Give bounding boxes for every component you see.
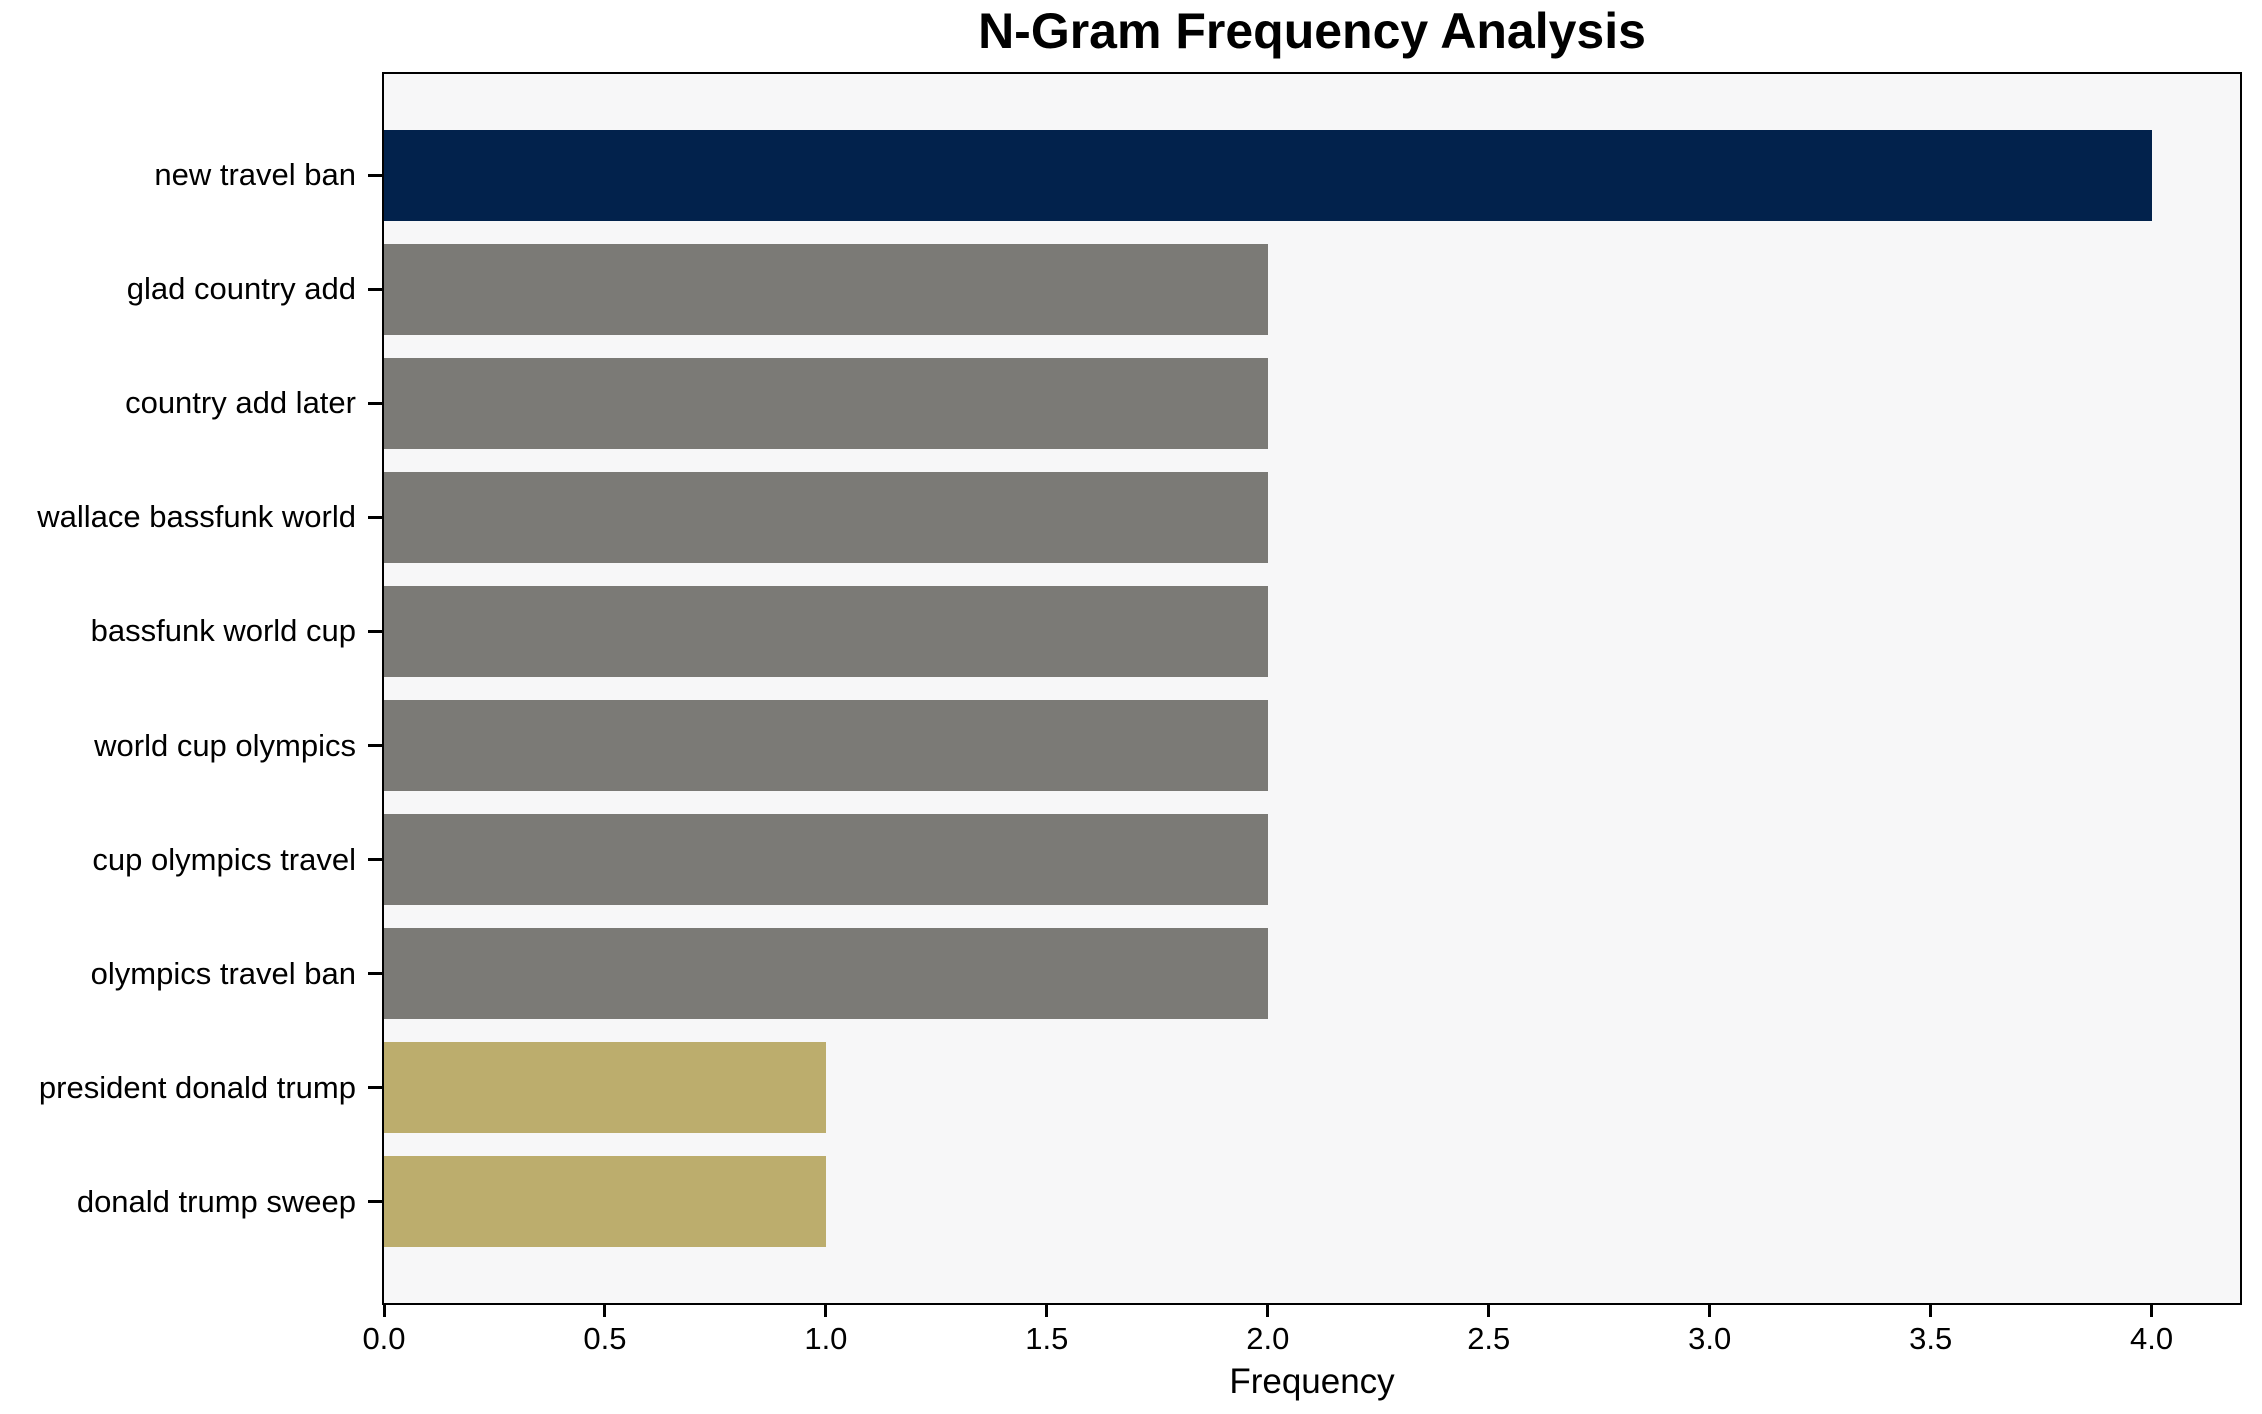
y-tick	[368, 287, 382, 291]
x-tick-label: 2.5	[1467, 1321, 1511, 1356]
y-tick	[368, 1086, 382, 1090]
x-tick	[2150, 1305, 2154, 1317]
bar	[384, 471, 1268, 564]
x-tick-label: 0.0	[362, 1321, 406, 1356]
y-tick-label: president donald trump	[38, 1069, 356, 1105]
y-tick-label: olympics travel ban	[90, 955, 356, 991]
bar	[384, 813, 1268, 906]
y-tick-label: bassfunk world cup	[90, 613, 356, 649]
y-tick-label: donald trump sweep	[76, 1183, 356, 1219]
x-tick-label: 3.0	[1688, 1321, 1732, 1356]
y-tick	[368, 744, 382, 747]
y-tick	[368, 858, 382, 861]
x-tick	[1487, 1305, 1491, 1317]
chart-title: N-Gram Frequency Analysis	[978, 3, 1646, 59]
x-tick-label: 3.5	[1909, 1321, 1953, 1356]
y-tick	[368, 515, 382, 519]
y-tick	[368, 1200, 382, 1204]
x-tick-label: 4.0	[2130, 1321, 2174, 1356]
x-tick	[1929, 1305, 1933, 1317]
y-tick	[368, 401, 382, 405]
y-tick-label: glad country add	[126, 271, 356, 307]
bar	[384, 1041, 826, 1134]
bar	[384, 129, 2152, 222]
x-tick	[1708, 1305, 1712, 1317]
y-tick-label: new travel ban	[154, 157, 356, 193]
x-tick	[824, 1305, 828, 1317]
bar	[384, 357, 1268, 450]
bar	[384, 927, 1268, 1020]
x-tick-label: 1.0	[804, 1321, 848, 1356]
y-tick-label: cup olympics travel	[92, 841, 356, 877]
x-axis-label: Frequency	[1229, 1362, 1395, 1401]
y-tick	[368, 173, 382, 177]
y-tick-label: world cup olympics	[94, 727, 356, 763]
bar	[384, 699, 1268, 792]
y-tick	[368, 972, 382, 976]
bar	[384, 585, 1268, 678]
x-tick-label: 1.5	[1025, 1321, 1069, 1356]
x-tick-label: 2.0	[1246, 1321, 1290, 1356]
x-tick	[1045, 1305, 1049, 1317]
y-tick-label: wallace bassfunk world	[37, 499, 356, 535]
plot-area	[382, 72, 2242, 1305]
bar	[384, 243, 1268, 336]
y-tick-label: country add later	[125, 385, 356, 421]
bar	[384, 1155, 826, 1248]
x-tick	[382, 1305, 386, 1317]
y-tick	[368, 629, 382, 633]
x-tick	[603, 1305, 607, 1317]
x-tick-label: 0.5	[583, 1321, 627, 1356]
x-tick	[1266, 1305, 1270, 1317]
